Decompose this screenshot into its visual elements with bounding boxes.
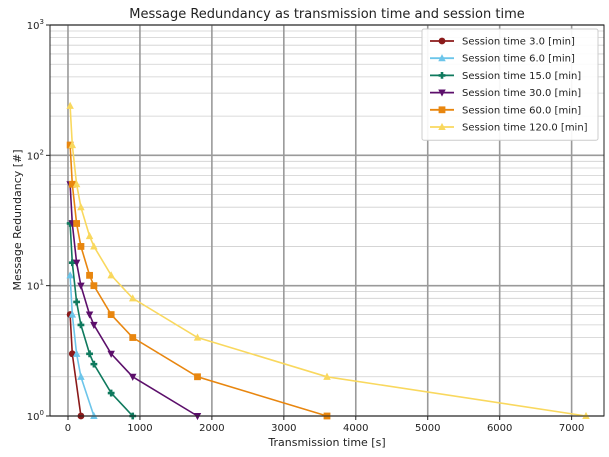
legend-label: Session time 3.0 [min] [462, 37, 575, 48]
y-axis-label: Message Redundancy [#] [11, 149, 24, 290]
legend-label: Session time 120.0 [min] [462, 123, 588, 134]
data-point [72, 349, 81, 357]
data-point [193, 412, 202, 421]
tick-layer: 100 101 102 103 0 1000 2000 3000 4000 5000 6000 700… [27, 18, 585, 434]
data-point [77, 203, 85, 211]
data-point [85, 232, 94, 240]
data-point [77, 282, 85, 290]
x-tick-label: 7000 [559, 423, 584, 434]
legend-label: Session time 15.0 [min] [462, 71, 581, 82]
data-point [90, 411, 98, 420]
data-point [107, 311, 115, 318]
data-point [68, 140, 77, 149]
x-tick-label: 6000 [487, 423, 512, 434]
data-point [66, 271, 74, 279]
x-tick-label: 3000 [271, 423, 296, 434]
data-point [86, 350, 93, 358]
legend-label: Session time 60.0 [min] [462, 105, 581, 116]
data-point [323, 372, 331, 380]
data-point [72, 180, 81, 188]
data-point [66, 101, 74, 109]
series-line [69, 275, 95, 417]
data-point [68, 180, 76, 188]
legend-label: Session time 30.0 [min] [462, 88, 581, 99]
data-point [77, 372, 85, 380]
y-tick-label: 100 [27, 409, 44, 423]
data-point [90, 321, 98, 329]
data-point [77, 243, 85, 250]
data-point [86, 271, 93, 279]
data-point [77, 321, 85, 329]
data-point [66, 141, 74, 149]
x-tick-label: 1000 [127, 423, 152, 434]
x-tick-label: 2000 [199, 423, 224, 434]
x-tick-label: 5000 [415, 423, 440, 434]
data-point [68, 310, 77, 318]
plot-frame [49, 24, 605, 417]
series-group [66, 141, 331, 420]
x-axis-label: Transmission time [s] [267, 436, 385, 449]
data-point [107, 271, 115, 279]
legend-swatch-marker [438, 54, 446, 62]
y-tick-label: 102 [27, 148, 44, 162]
data-point [194, 373, 201, 381]
y-tick-label: 103 [27, 18, 44, 32]
data-point [107, 350, 115, 358]
series-group [66, 271, 98, 420]
legend-swatch-marker [438, 106, 446, 114]
data-point [90, 242, 98, 250]
data-point [73, 220, 81, 227]
data-point [129, 294, 137, 302]
x-tick-label: 0 [65, 423, 71, 434]
legend: Session time 3.0 [min] Session time 6.0 [… [421, 28, 599, 141]
data-point [582, 411, 590, 420]
legend-swatch-marker [438, 89, 446, 97]
series-line [69, 223, 134, 417]
data-point [90, 282, 98, 290]
series-group [66, 101, 590, 420]
data-point [129, 373, 137, 381]
chart-title: Message Redundancy as transmission time … [129, 7, 524, 22]
legend-label: Session time 6.0 [min] [462, 54, 575, 65]
data-point [193, 333, 202, 341]
data-point [129, 334, 137, 341]
legend-swatch-marker [438, 37, 446, 45]
series-group [66, 220, 137, 420]
data-point [107, 389, 115, 397]
legend-swatch-marker [438, 122, 446, 131]
x-tick-label: 4000 [343, 423, 368, 434]
series-layer [66, 101, 590, 421]
legend-box [421, 28, 599, 141]
legend-swatch-marker [438, 72, 446, 79]
series-line [69, 144, 328, 417]
data-point [72, 259, 81, 267]
data-point [85, 311, 94, 319]
series-line [69, 105, 587, 417]
data-point [90, 360, 98, 368]
data-point [73, 298, 81, 306]
y-tick-label: 101 [27, 279, 44, 293]
